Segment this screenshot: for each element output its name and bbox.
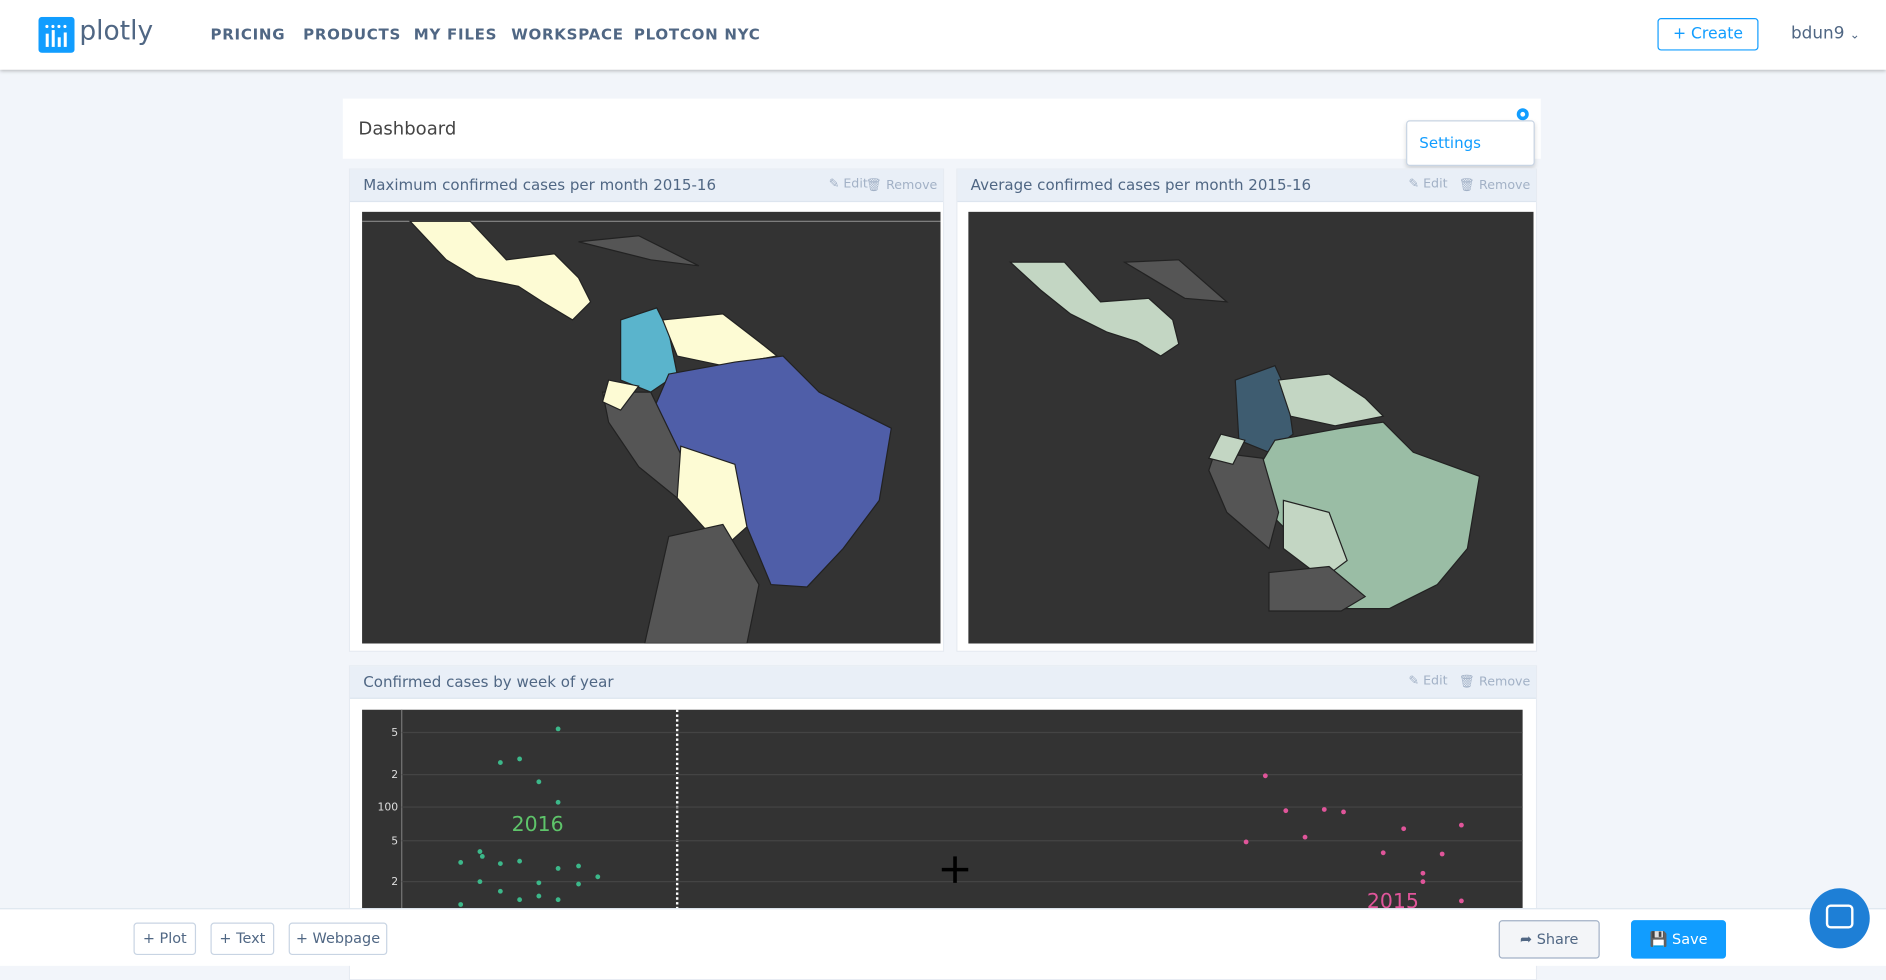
scatter-point (595, 874, 601, 880)
edit-button[interactable]: ✎ Edit (1408, 673, 1448, 689)
scatter-plot[interactable]: 5 2 100 5 2 2016 2015 (362, 709, 1523, 915)
scatter-point (1420, 870, 1426, 876)
settings-dropdown: Settings (1406, 120, 1535, 166)
y-tick-label: 5 (391, 834, 398, 847)
scatter-point (576, 863, 581, 869)
nav-link[interactable]: PLOTCON NYC (633, 25, 761, 44)
choropleth-map[interactable] (968, 211, 1534, 644)
save-label: Save (1672, 930, 1708, 948)
scatter-point (555, 866, 561, 871)
card-header: Confirmed cases by week of year ✎ Edit 🗑… (350, 666, 1536, 699)
move-cursor (941, 856, 969, 883)
card-header: Average confirmed cases per month 2015-1… (957, 169, 1536, 203)
scatter-point (536, 880, 542, 886)
scatter-point (1458, 898, 1464, 904)
scatter-point (1458, 822, 1464, 828)
choropleth-map[interactable] (362, 211, 941, 644)
remove-button[interactable]: 🗑 Remove (866, 178, 938, 193)
card-title: Confirmed cases by week of year (363, 672, 614, 691)
scatter-point (497, 861, 503, 867)
edit-button[interactable]: ✎ Edit (1408, 176, 1448, 192)
nav-link[interactable]: WORKSPACE (511, 25, 624, 44)
nav-link[interactable]: PRODUCTS (303, 25, 402, 44)
bottom-toolbar: + Plot + Text + Webpage ➦ Share 💾 Save (0, 908, 1886, 966)
remove-button[interactable]: 🗑 Remove (1458, 674, 1531, 690)
user-name: bdun9 (1790, 24, 1845, 44)
scatter-point (1420, 879, 1426, 885)
share-button[interactable]: ➦ Share (1498, 920, 1600, 959)
edit-button[interactable]: ✎ Edit (828, 176, 868, 192)
edit-label: Edit (1423, 176, 1448, 192)
scatter-point (536, 893, 542, 899)
save-button[interactable]: 💾 Save (1630, 920, 1727, 959)
chat-button[interactable] (1809, 888, 1870, 949)
scatter-point (477, 879, 483, 885)
annotation: 2016 (512, 812, 564, 836)
scatter-point (517, 756, 523, 762)
scatter-point (458, 860, 464, 865)
scatter-point (555, 799, 561, 805)
plot-card: Maximum confirmed cases per month 2015-1… (348, 168, 945, 652)
y-tick-label: 5 (391, 726, 398, 739)
card-header: Maximum confirmed cases per month 2015-1… (350, 169, 943, 203)
scatter-point (517, 858, 523, 864)
remove-label: Remove (886, 178, 938, 193)
scatter-point (497, 760, 503, 765)
scatter-point (1262, 773, 1268, 779)
share-label: Share (1536, 930, 1579, 948)
scatter-point (458, 902, 464, 907)
scatter-point (1243, 839, 1249, 845)
scatter-point (1439, 851, 1445, 857)
scatter-point (1302, 834, 1308, 840)
nav-link[interactable]: MY FILES (413, 25, 498, 44)
y-tick-label: 2 (391, 875, 398, 888)
scatter-point (576, 881, 581, 887)
edit-label: Edit (1423, 673, 1448, 689)
dashboard-title[interactable]: Dashboard (358, 117, 457, 140)
add-text-button[interactable]: + Text (210, 922, 275, 956)
remove-button[interactable]: 🗑 Remove (1458, 178, 1531, 193)
scatter-point (1321, 807, 1327, 812)
dashboard-header: Dashboard (342, 98, 1541, 159)
scatter-point (479, 853, 485, 859)
scatter-point (1380, 850, 1386, 856)
settings-item[interactable]: Settings (1419, 133, 1481, 152)
edit-label: Edit (843, 176, 868, 192)
add-webpage-button[interactable]: + Webpage (288, 922, 388, 956)
settings-gear[interactable] (1516, 107, 1530, 121)
top-nav: plotly PRICING PRODUCTS MY FILES WORKSPA… (0, 0, 1886, 70)
scatter-point (517, 897, 523, 903)
y-tick-label: 2 (391, 768, 398, 781)
card-title: Average confirmed cases per month 2015-1… (970, 175, 1312, 194)
logo-icon (38, 16, 75, 53)
scatter-point (1283, 808, 1289, 814)
scatter-point (477, 849, 483, 854)
nav-link[interactable]: PRICING (210, 25, 286, 44)
remove-label: Remove (1479, 674, 1531, 690)
plot-card: Average confirmed cases per month 2015-1… (956, 168, 1538, 652)
create-button[interactable]: + Create (1657, 18, 1759, 51)
y-tick-label: 100 (377, 801, 398, 814)
scatter-point (536, 779, 542, 785)
logo-text[interactable]: plotly (79, 16, 154, 47)
scatter-point (555, 726, 561, 732)
scatter-point (497, 888, 503, 894)
user-menu[interactable]: bdun9 ⌄ (1790, 24, 1860, 44)
remove-label: Remove (1479, 178, 1531, 193)
add-plot-button[interactable]: + Plot (133, 922, 197, 956)
scatter-point (1401, 826, 1407, 832)
card-title: Maximum confirmed cases per month 2015-1… (363, 175, 717, 194)
scatter-point (555, 897, 561, 903)
scatter-point (1341, 809, 1346, 815)
